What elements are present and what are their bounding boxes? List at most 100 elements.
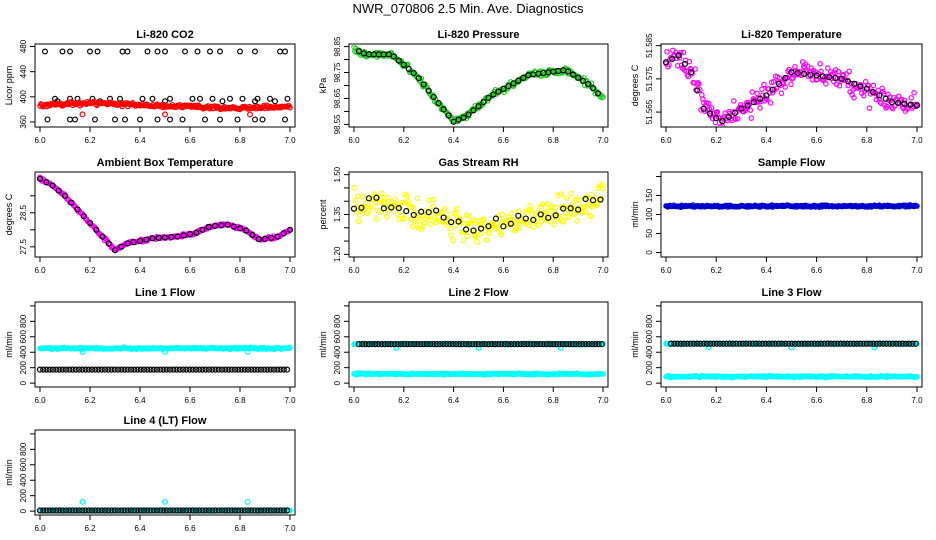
data-point	[150, 366, 157, 373]
data-point	[43, 507, 50, 514]
data-point	[157, 366, 164, 373]
y-axis-label: ml/min	[630, 201, 640, 228]
data-point	[778, 340, 786, 347]
data-point	[194, 48, 201, 55]
data-point	[149, 235, 156, 242]
data-point	[836, 82, 843, 89]
data-point	[98, 366, 105, 373]
data-point	[540, 341, 547, 348]
data-point	[366, 207, 373, 214]
y-tick-label: 150	[645, 188, 654, 202]
y-tick-label: 600	[19, 458, 28, 472]
data-point	[423, 341, 431, 348]
x-tick-label: 6.2	[398, 136, 410, 145]
data-point	[405, 65, 412, 73]
data-point	[91, 116, 98, 123]
y-tick-label: 200	[19, 488, 28, 502]
chart-panel: Sample Flow ml/min 6.0 6.2 6.4 6.6 6.8 7.0 0 50 10…	[630, 157, 923, 275]
data-point	[436, 341, 443, 348]
outlier-point	[161, 498, 169, 505]
data-point	[587, 213, 594, 220]
data-point	[359, 193, 366, 200]
plot-frame	[660, 43, 923, 128]
data-point	[56, 507, 63, 514]
data-point	[286, 345, 292, 352]
data-point	[788, 81, 794, 88]
data-point	[261, 235, 269, 243]
x-tick-label: 7.0	[284, 266, 296, 275]
data-point	[418, 75, 425, 82]
data-point	[669, 55, 676, 63]
data-point	[186, 231, 194, 238]
data-point	[482, 341, 489, 348]
data-point	[808, 340, 815, 347]
y-tick-label: 440	[19, 64, 28, 78]
data-point	[857, 340, 864, 347]
data-point	[790, 75, 796, 81]
x-tick-label: 7.0	[911, 396, 923, 405]
data-point	[914, 203, 920, 209]
data-point	[750, 98, 757, 106]
data-point	[192, 366, 200, 373]
data-point	[814, 340, 821, 347]
y-tick-label: 0	[19, 508, 28, 513]
data-point	[36, 507, 44, 514]
data-point	[202, 366, 209, 373]
data-point	[880, 340, 887, 347]
data-point	[196, 366, 203, 373]
data-point	[162, 111, 169, 118]
data-point	[689, 70, 695, 77]
data-point	[441, 205, 448, 212]
data-point	[76, 102, 83, 109]
y-tick-label: 100	[645, 207, 654, 221]
data-point	[588, 191, 595, 198]
data-point	[465, 111, 472, 118]
data-point	[713, 115, 720, 122]
data-point	[767, 100, 774, 106]
data-point	[505, 83, 512, 90]
data-point	[217, 116, 224, 123]
data-point	[577, 196, 583, 203]
y-tick-label: 480	[19, 39, 28, 53]
data-point	[449, 341, 456, 348]
series-layer	[36, 174, 294, 254]
data-point	[853, 340, 861, 347]
data-point	[88, 366, 96, 373]
data-point	[261, 366, 268, 373]
data-point	[552, 212, 559, 219]
data-point	[420, 81, 427, 88]
data-point	[144, 507, 151, 514]
x-tick-label: 7.0	[284, 136, 296, 145]
data-point	[729, 340, 737, 347]
data-point	[134, 507, 141, 514]
data-point	[277, 48, 284, 55]
data-point	[835, 68, 842, 75]
data-point	[837, 340, 844, 347]
data-point	[238, 507, 245, 514]
y-tick-label: 51.585	[645, 33, 654, 58]
data-point	[155, 234, 162, 241]
data-point	[189, 507, 196, 514]
data-point	[147, 366, 154, 373]
data-point	[530, 216, 537, 224]
data-point	[813, 72, 820, 79]
data-point	[46, 507, 53, 514]
data-point	[527, 341, 534, 348]
data-point	[597, 196, 604, 203]
data-point	[280, 230, 287, 237]
data-point	[545, 214, 552, 221]
data-point	[788, 340, 795, 347]
data-point	[889, 340, 896, 347]
data-point	[228, 507, 235, 514]
data-point	[662, 59, 670, 66]
data-point	[277, 366, 284, 373]
data-point	[410, 205, 417, 212]
data-point	[495, 88, 502, 95]
x-tick-label: 6.6	[184, 136, 196, 145]
data-point	[912, 340, 919, 347]
data-point	[440, 341, 447, 348]
data-point	[491, 341, 499, 348]
data-point	[895, 99, 902, 107]
data-point	[568, 190, 575, 197]
data-point	[43, 366, 50, 373]
